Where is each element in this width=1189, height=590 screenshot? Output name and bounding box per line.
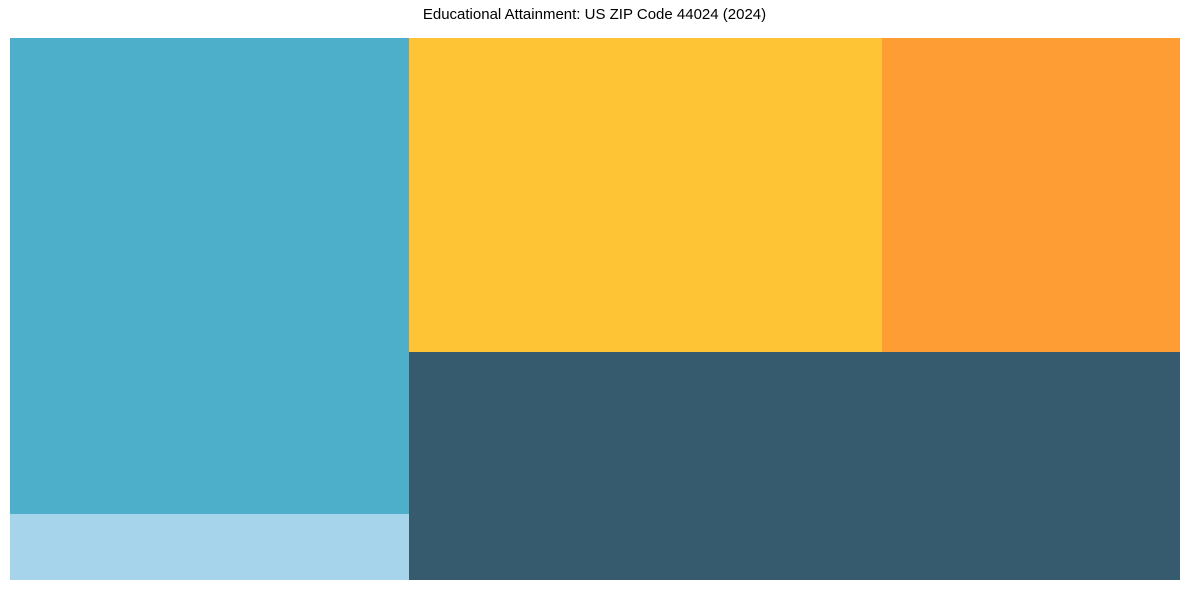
treemap-tile [409, 352, 1180, 580]
treemap-tile [409, 38, 882, 352]
treemap-tile [10, 514, 409, 580]
treemap-tile [882, 38, 1180, 352]
chart-title: Educational Attainment: US ZIP Code 4402… [422, 6, 767, 23]
treemap-plot-area [10, 38, 1180, 580]
treemap-tile [10, 38, 409, 514]
